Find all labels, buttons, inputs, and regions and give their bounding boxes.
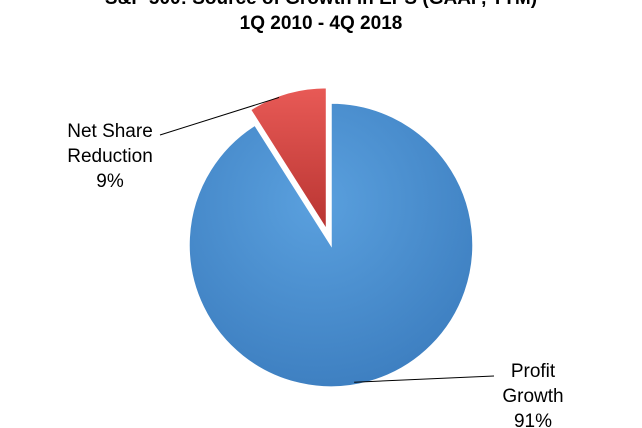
- pie-slices: [188, 86, 474, 388]
- slice-label-net-share-reduction: Net Share Reduction 9%: [67, 121, 153, 192]
- pie-slice-profit-growth: [188, 102, 474, 388]
- leader-line-net-share-reduction: [159, 96, 280, 136]
- slice-label-line: Net Share: [67, 121, 153, 142]
- slice-label-profit-growth: Profit Growth 91%: [502, 361, 563, 428]
- chart-subtitle: 1Q 2010 - 4Q 2018: [240, 13, 403, 34]
- slice-percent-label: 91%: [514, 411, 552, 428]
- slice-label-line: Reduction: [67, 146, 153, 167]
- chart-title: S&P 500: Source of Growth in EPS (GAAP, …: [105, 0, 537, 9]
- leader-lines: [159, 96, 495, 383]
- leader-line-profit-growth: [354, 375, 495, 383]
- slice-label-line: Profit: [511, 361, 556, 382]
- pie-slice-net-share-reduction: [249, 86, 328, 233]
- slice-label-line: Growth: [502, 386, 563, 407]
- slice-percent-label: 9%: [96, 171, 124, 192]
